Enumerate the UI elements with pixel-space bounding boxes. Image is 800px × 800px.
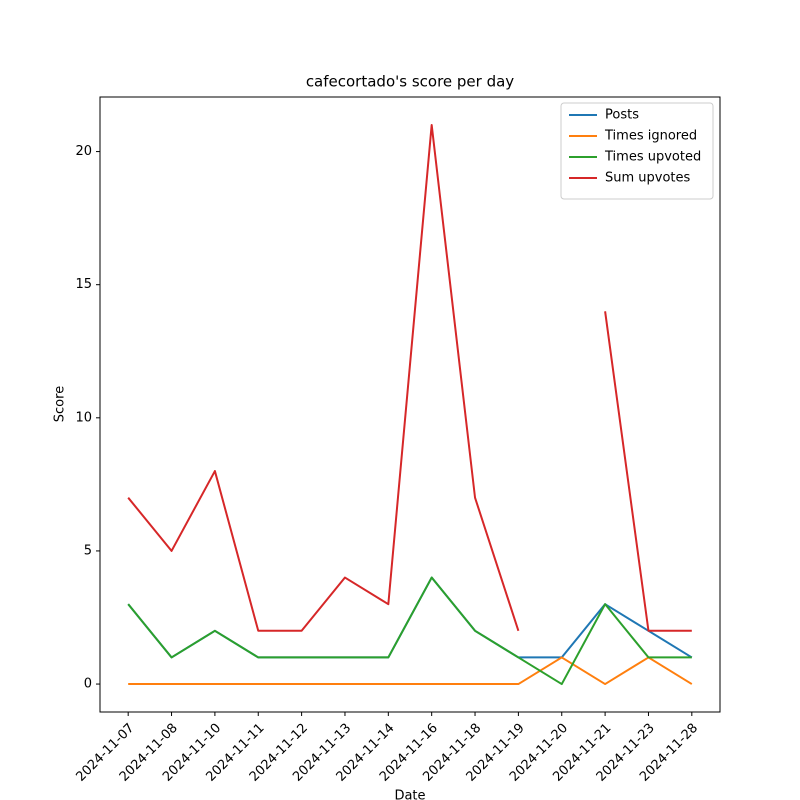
chart-title: cafecortado's score per day	[306, 73, 514, 91]
legend-label: Times upvoted	[604, 150, 701, 165]
y-tick-label: 0	[84, 677, 92, 692]
legend-label: Sum upvotes	[605, 171, 691, 186]
y-axis-label: Score	[53, 386, 68, 422]
y-tick-label: 5	[84, 543, 92, 558]
legend-box	[560, 102, 714, 200]
series-line	[127, 123, 692, 632]
plot-frame	[99, 96, 721, 713]
y-tick-label: 10	[75, 410, 92, 425]
legend-label: Posts	[605, 108, 639, 123]
y-tick-label: 20	[75, 144, 92, 159]
legend-label: Times ignored	[604, 129, 697, 144]
x-axis-label: Date	[394, 789, 425, 800]
series-line	[128, 656, 693, 686]
legend: Posts Times ignored Times upvoted Sum upvot…	[560, 102, 714, 200]
y-tick-label: 15	[75, 277, 92, 292]
series-line	[127, 576, 692, 686]
